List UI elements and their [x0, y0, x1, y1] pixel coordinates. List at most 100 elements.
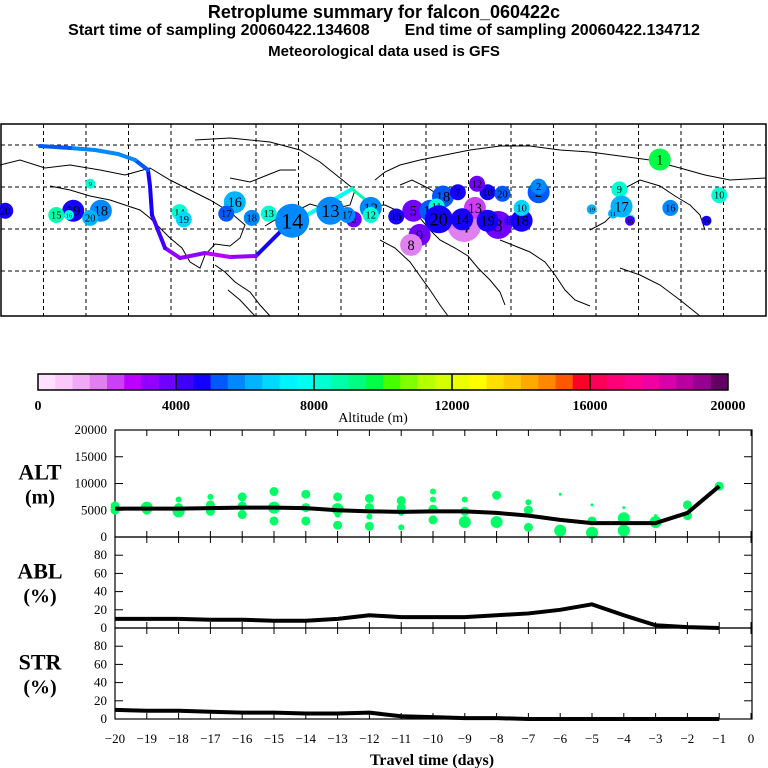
plume-cluster: 20 [0, 202, 14, 219]
cluster-day-label: 19 [179, 215, 189, 226]
colorbar-swatch [141, 374, 160, 390]
panel-ylabel: STR [19, 650, 63, 675]
trajectory-segment [203, 251, 232, 259]
plume-cluster: 19 [586, 204, 597, 215]
plume-cluster: 16 [388, 208, 405, 225]
plume-cluster: 16 [662, 199, 679, 216]
x-tick-label: −12 [359, 731, 379, 746]
cluster-marker [510, 209, 533, 232]
cluster-marker [48, 207, 65, 224]
cluster-day-label: 8 [408, 238, 415, 254]
altitude-scatter-point [430, 488, 436, 495]
x-tick-label: −11 [391, 731, 411, 746]
colorbar-swatch [452, 374, 470, 390]
colorbar-swatch [521, 374, 539, 390]
colorbar-swatch [314, 374, 332, 390]
cluster-day-label: 13 [264, 209, 274, 220]
plume-cluster: 2 [530, 178, 547, 195]
x-tick-label: −5 [585, 731, 599, 746]
colorbar-swatch [89, 374, 108, 390]
cluster-day-label: 15 [51, 211, 61, 222]
cluster-day-label: 14 [281, 208, 303, 233]
cluster-day-label: 13 [506, 218, 513, 225]
coastline-segment [619, 267, 701, 317]
panel-frame [114, 536, 753, 629]
cluster-day-label: 10 [516, 204, 526, 215]
cluster-marker [175, 211, 192, 228]
altitude-scatter-point [237, 510, 247, 520]
plume-cluster: 13 [260, 205, 277, 222]
cluster-day-label: 14 [703, 218, 710, 225]
x-tick-label: −2 [680, 731, 694, 746]
cluster-marker [275, 203, 310, 238]
x-tick-label: −18 [168, 731, 188, 746]
cluster-marker [449, 184, 466, 201]
cluster-marker [648, 148, 671, 171]
cluster-day-label: 10 [482, 188, 492, 199]
cluster-day-label: 17 [342, 211, 352, 222]
cluster-day-label: 20 [497, 189, 507, 200]
cluster-marker [530, 178, 547, 195]
plume-cluster: 15 [625, 215, 635, 226]
plume-cluster: 12 [469, 175, 485, 192]
y-tick-label: 80 [94, 547, 107, 562]
cluster-marker [339, 207, 356, 224]
cluster-day-label: 16 [228, 195, 242, 211]
plume-cluster: 8 [400, 233, 423, 256]
plume-cluster: 10 [711, 187, 728, 204]
cluster-marker [513, 199, 530, 216]
colorbar-swatch [348, 374, 367, 390]
colorbar-frame [37, 373, 729, 391]
trajectory-segment [68, 146, 97, 152]
coastline-segment [379, 239, 449, 317]
cluster-day-label: 9 [416, 228, 423, 244]
y-tick-label: 40 [94, 584, 107, 599]
cluster-marker [479, 184, 496, 201]
plume-cluster: 12 [362, 207, 379, 224]
altitude-scatter-point [523, 522, 533, 532]
cluster-day-label: 16 [391, 212, 401, 223]
cluster-marker [0, 202, 14, 219]
altitude-scatter-point [492, 490, 502, 500]
cluster-marker [424, 205, 453, 234]
panel-frame [114, 627, 753, 720]
cluster-day-label: 7 [455, 188, 460, 199]
plume-clusters: 1223451113187102012981261314161718192091… [0, 148, 728, 256]
colorbar-swatch [331, 374, 349, 390]
altitude-scatter-point [458, 516, 471, 529]
altitude-scatter-point [364, 521, 374, 531]
cluster-day-label: 2 [536, 182, 541, 193]
plume-cluster: 16 [64, 210, 74, 221]
altitude-scatter-point [523, 505, 533, 515]
plume-cluster: 14 [451, 208, 474, 231]
colorbar-swatch [590, 374, 608, 390]
altitude-scatter-point [333, 492, 343, 502]
start-value: 20060422.134608 [240, 22, 370, 39]
colorbar-swatch [417, 374, 436, 390]
altitude-scatter-point [301, 516, 311, 526]
cluster-day-label: 18 [514, 214, 528, 230]
plume-cluster: 15 [48, 207, 65, 224]
cluster-day-label: 3 [494, 215, 503, 235]
cluster-day-label: 12 [366, 211, 376, 222]
colorbar-swatch [262, 374, 280, 390]
trajectory-segment [146, 168, 152, 188]
cluster-marker [362, 207, 379, 224]
panel-ylabel-units: (%) [23, 677, 56, 699]
x-axis-label: Travel time (days) [370, 752, 494, 768]
colorbar-swatch [176, 374, 194, 390]
cluster-marker [662, 199, 679, 216]
cluster-day-label: 17 [221, 209, 231, 220]
colorbar-tick-label: 8000 [300, 399, 328, 414]
x-tick-label: −13 [327, 731, 347, 746]
x-tick-label: −7 [521, 731, 535, 746]
colorbar-swatch [38, 374, 56, 390]
x-tick-label: 0 [748, 731, 755, 746]
colorbar-tick-label: 12000 [435, 399, 470, 414]
x-tick-label: −3 [649, 731, 663, 746]
trajectory-segment [150, 213, 167, 250]
x-tick-label: −15 [264, 731, 284, 746]
altitude-scatter-point [398, 524, 405, 531]
coastline-segment [214, 264, 271, 317]
altitude-scatter-point [430, 496, 436, 503]
